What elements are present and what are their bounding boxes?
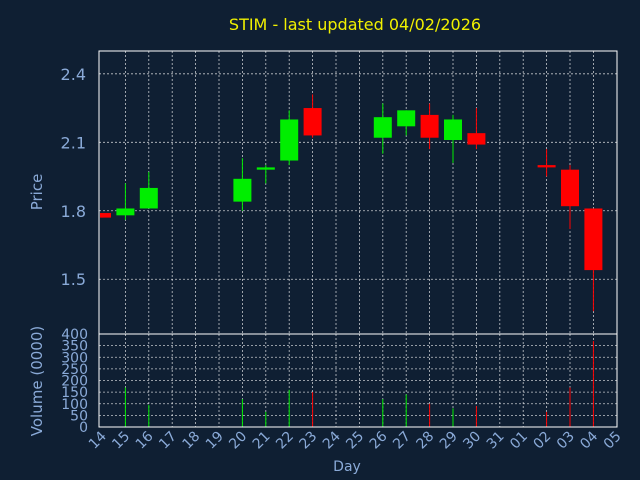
chart-title: STIM - last updated 04/02/2026 bbox=[229, 15, 481, 34]
candle-body bbox=[280, 119, 299, 161]
price-axis-label: Price bbox=[28, 174, 46, 211]
candle-body bbox=[537, 165, 556, 168]
candle-body bbox=[420, 114, 439, 138]
volume-tick-label: 100 bbox=[61, 397, 88, 413]
candle-body bbox=[444, 119, 462, 141]
candle-body bbox=[139, 187, 158, 209]
price-tick-label: 2.1 bbox=[61, 133, 86, 152]
volume-tick-label: 400 bbox=[61, 327, 88, 343]
volume-axis-label: Volume (0000) bbox=[28, 326, 46, 436]
volume-tick-label: 350 bbox=[61, 339, 88, 355]
x-axis-label: Day bbox=[333, 459, 361, 475]
volume-tick-label: 50 bbox=[70, 408, 88, 424]
volume-bars bbox=[124, 340, 594, 427]
candle-body bbox=[467, 133, 486, 145]
volume-tick-label: 200 bbox=[61, 374, 88, 390]
price-tick-label: 1.5 bbox=[61, 270, 86, 289]
volume-tick-label: 300 bbox=[61, 350, 88, 366]
price-tick-label: 2.4 bbox=[61, 65, 86, 84]
price-tick-labels: 1.5 1.8 2.1 2.4 bbox=[61, 65, 86, 289]
candle-body bbox=[256, 167, 275, 170]
candle-body bbox=[100, 213, 111, 218]
volume-tick-label: 0 bbox=[79, 420, 88, 436]
candle-body bbox=[561, 169, 579, 207]
x-tick-labels: 14 15 16 17 18 19 20 21 22 23 24 25 26 27 28 29 30 31 01 02… bbox=[86, 428, 625, 452]
candle-body bbox=[116, 208, 135, 216]
price-gridlines bbox=[99, 51, 617, 334]
candle-body bbox=[397, 110, 416, 127]
candle-body bbox=[303, 108, 322, 136]
volume-tick-label: 250 bbox=[61, 362, 88, 378]
volume-panel-frame bbox=[98, 333, 618, 428]
volume-tick-label: 150 bbox=[61, 385, 88, 401]
candles bbox=[100, 94, 603, 312]
candle-body bbox=[584, 208, 603, 271]
candle-body bbox=[373, 117, 392, 138]
candle-body bbox=[233, 178, 252, 202]
price-tick-label: 1.8 bbox=[61, 202, 86, 221]
